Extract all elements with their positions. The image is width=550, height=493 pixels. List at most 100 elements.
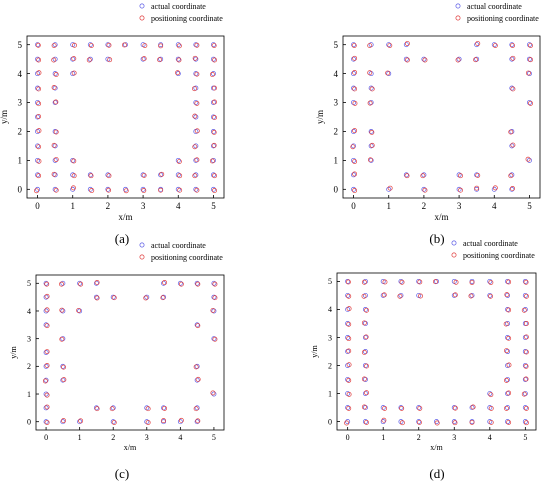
positioning-coordinate-point: (0.47, 3.52) [51,85,57,90]
positioning-coordinate-point: (5.03, 2.48) [523,349,529,355]
positioning-coordinate-point: (5.03, 4.47) [212,57,217,63]
positioning-coordinate-point: (1.52, 0.47) [94,406,100,412]
legend-marker-positioning [455,15,461,21]
actual-coordinate-point: (5, 0.5) [522,405,528,411]
positioning-coordinate-point: (0.47, 2.98) [367,100,373,106]
positioning-coordinate-point: (1.52, 5.03) [94,280,100,285]
actual-coordinate-point: (0, 1.5) [35,143,41,149]
actual-coordinate-point: (1.5, 0.5) [93,405,99,411]
positioning-coordinate-point: (4.04, 0.47) [177,173,183,179]
actual-coordinate-point: (0, 3.5) [351,85,357,91]
x-tick-label: 2 [111,433,115,442]
positioning-coordinate-point: (0.02, 4.98) [35,42,41,48]
y-tick-label: 3 [328,333,332,342]
positioning-coordinate-point: (-0.03, -0.05) [344,420,350,426]
positioning-coordinate-point: (4.53, 1.53) [195,376,201,382]
positioning-coordinate-point: (4.04, -0.03) [488,419,494,425]
positioning-coordinate-point: (1.03, 4.97) [387,43,393,48]
actual-coordinate-point: (0, 4) [351,71,357,77]
actual-coordinate-point: (4.5, 2.5) [505,349,511,354]
positioning-coordinate-point: (4.04, -0.03) [177,187,183,193]
actual-coordinate-point: (0, 5) [35,42,41,48]
actual-coordinate-point: (4.5, 0.5) [193,172,199,178]
x-tick-label: 5 [523,433,527,442]
actual-coordinate-point: (3, 0.5) [144,405,150,411]
positioning-coordinate-point: (5.03, 4.48) [528,57,533,63]
positioning-coordinate-point: (4.48, 4.53) [192,55,198,61]
positioning-coordinate-point: (4.97, 3.97) [209,72,215,77]
positioning-coordinate-point: (0.53, 3.47) [369,86,375,92]
positioning-coordinate-point: (1.03, 4.52) [381,292,387,298]
y-tick-label: 2 [27,362,31,371]
positioning-coordinate-point: (0.03, 0.96) [352,159,358,164]
actual-coordinate-point: (4.5, 0) [194,419,200,425]
actual-coordinate-point: (0, 1) [43,391,49,397]
positioning-coordinate-point: (0.46, 4.97) [59,281,64,287]
positioning-coordinate-point: (0.03, 4.53) [352,55,358,61]
actual-coordinate-point: (0.5, 1) [52,157,58,163]
positioning-coordinate-point: (3.02, -0.04) [141,188,147,193]
x-axis-label: x/m [434,212,448,222]
y-tick-label: 0 [334,184,339,194]
positioning-coordinate-point: (5.02, 4.97) [211,43,217,48]
positioning-coordinate-point: (0.03, 2.03) [352,128,358,134]
actual-coordinate-point: (5, 2) [522,363,528,368]
x-tick-label: 3 [141,201,146,211]
x-tick-label: 1 [381,433,385,442]
actual-coordinate-point: (0.5, 5) [362,278,368,284]
actual-coordinate-point: (0.5, 3) [52,100,58,105]
actual-coordinate-point: (2, 0.5) [110,405,116,411]
actual-coordinate-point: (0, 3) [35,100,41,105]
actual-coordinate-point: (0, 1.5) [43,377,49,383]
positioning-coordinate-point: (5.03, 3.02) [523,334,529,340]
positioning-coordinate-point: (0.03, 0.53) [352,171,358,177]
actual-coordinate-point: (4.5, 3.5) [509,85,515,91]
actual-coordinate-point: (4.5, 4.5) [193,56,199,62]
actual-coordinate-point: (3, 0) [144,419,150,425]
positioning-coordinate-point: (4.03, 0.96) [176,159,182,164]
positioning-coordinate-point: (4.03, 4.96) [488,280,494,285]
actual-coordinate-point: (0, 4.5) [35,56,41,62]
actual-coordinate-point: (1.5, 0.5) [398,405,404,411]
y-tick-label: 2 [18,127,23,137]
positioning-coordinate-point: (0.03, 4.53) [44,293,50,299]
actual-coordinate-point: (5, 3) [526,100,532,105]
x-axis-label: x/m [118,212,132,222]
actual-coordinate-point: (0.5, 5) [52,42,58,48]
positioning-coordinate-point: (4.53, 4.98) [194,42,200,48]
positioning-coordinate-point: (4.04, 0.47) [488,405,494,411]
positioning-coordinate-point: (4.03, 4.97) [492,43,498,48]
y-axis-label: y/m [315,110,325,124]
positioning-coordinate-point: (4.53, 1.02) [194,157,200,163]
positioning-coordinate-point: (0.03, 4.47) [346,293,352,299]
positioning-coordinate-point: (1.52, 0.47) [404,173,410,179]
positioning-coordinate-point: (3.5, -0.03) [158,187,164,193]
positioning-coordinate-point: (2.52, -0.05) [434,420,440,426]
positioning-coordinate-point: (4.03, 4.97) [178,281,184,287]
positioning-coordinate-point: (0.03, 2.96) [346,336,352,342]
positioning-coordinate-point: (3.04, 0.47) [458,173,463,179]
actual-coordinate-point: (0.5, 0) [52,186,58,192]
actual-coordinate-point: (1, 0) [77,419,83,425]
actual-coordinate-point: (5, 1.5) [522,377,528,382]
actual-coordinate-point: (0.5, 2) [368,129,374,134]
positioning-coordinate-point: (-0.03, -0.05) [34,188,39,194]
positioning-coordinate-point: (3.05, 4.97) [453,279,459,285]
positioning-coordinate-point: (4.52, 0.03) [510,186,516,191]
legend-marker-actual [139,3,145,9]
actual-coordinate-point: (0.5, 1) [368,157,374,163]
y-axis-label: y/m [0,110,9,124]
positioning-coordinate-point: (1.53, 4.47) [404,57,410,63]
actual-coordinate-point: (1.5, 5) [87,42,93,48]
actual-coordinate-point: (1.5, 5) [93,280,99,286]
positioning-coordinate-point: (1.04, 0.47) [71,173,77,179]
y-tick-label: 2 [334,127,339,137]
actual-coordinate-point: (1, 0) [386,186,392,192]
positioning-coordinate-point: (0.47, 0.52) [361,404,367,410]
positioning-coordinate-point: (2.03, 0.47) [417,405,423,411]
positioning-coordinate-point: (0.03, 2.03) [44,363,50,368]
positioning-coordinate-point: (0.47, 1.52) [361,376,367,382]
actual-coordinate-point: (0.5, 4) [52,71,58,77]
